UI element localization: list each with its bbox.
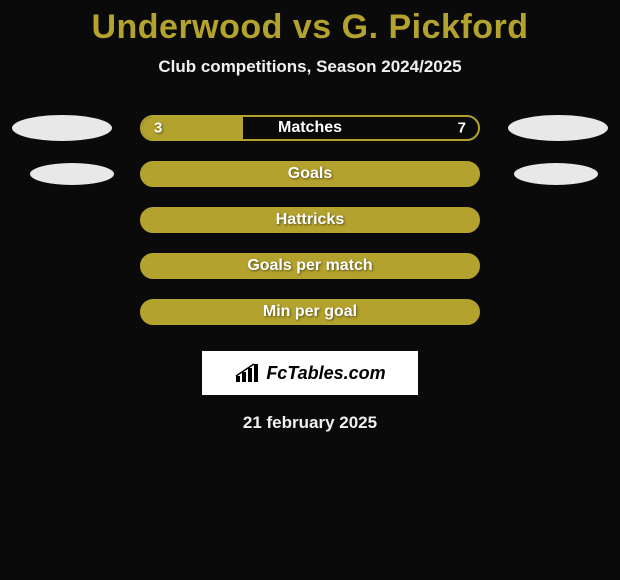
stat-row-min-per-goal: Min per goal: [0, 299, 620, 325]
player-right-badge: [514, 163, 598, 185]
stat-row-goals: Goals: [0, 161, 620, 187]
stat-label: Goals: [288, 165, 332, 183]
stat-bar: 3 Matches 7: [140, 115, 480, 141]
stat-bar: Goals per match: [140, 253, 480, 279]
subtitle: Club competitions, Season 2024/2025: [158, 57, 461, 77]
stat-value-left: 3: [154, 120, 162, 137]
stat-row-goals-per-match: Goals per match: [0, 253, 620, 279]
stat-label: Matches: [278, 119, 342, 137]
page-title: Underwood vs G. Pickford: [91, 8, 528, 47]
player-left-badge: [30, 163, 114, 185]
comparison-card: Underwood vs G. Pickford Club competitio…: [0, 0, 620, 433]
stat-bar: Hattricks: [140, 207, 480, 233]
date-label: 21 february 2025: [243, 413, 377, 433]
logo-text: FcTables.com: [266, 363, 385, 384]
logo-box[interactable]: FcTables.com: [202, 351, 418, 395]
stat-value-right: 7: [458, 120, 466, 137]
stat-bar: Goals: [140, 161, 480, 187]
stat-label: Goals per match: [247, 257, 372, 275]
player-right-badge: [508, 115, 608, 141]
chart-bars-icon: [234, 362, 260, 384]
stat-label: Min per goal: [263, 303, 357, 321]
stat-row-hattricks: Hattricks: [0, 207, 620, 233]
stat-label: Hattricks: [276, 211, 344, 229]
stat-rows: 3 Matches 7 Goals Hattricks Goals per ma…: [0, 115, 620, 325]
stat-bar: Min per goal: [140, 299, 480, 325]
player-left-badge: [12, 115, 112, 141]
stat-row-matches: 3 Matches 7: [0, 115, 620, 141]
